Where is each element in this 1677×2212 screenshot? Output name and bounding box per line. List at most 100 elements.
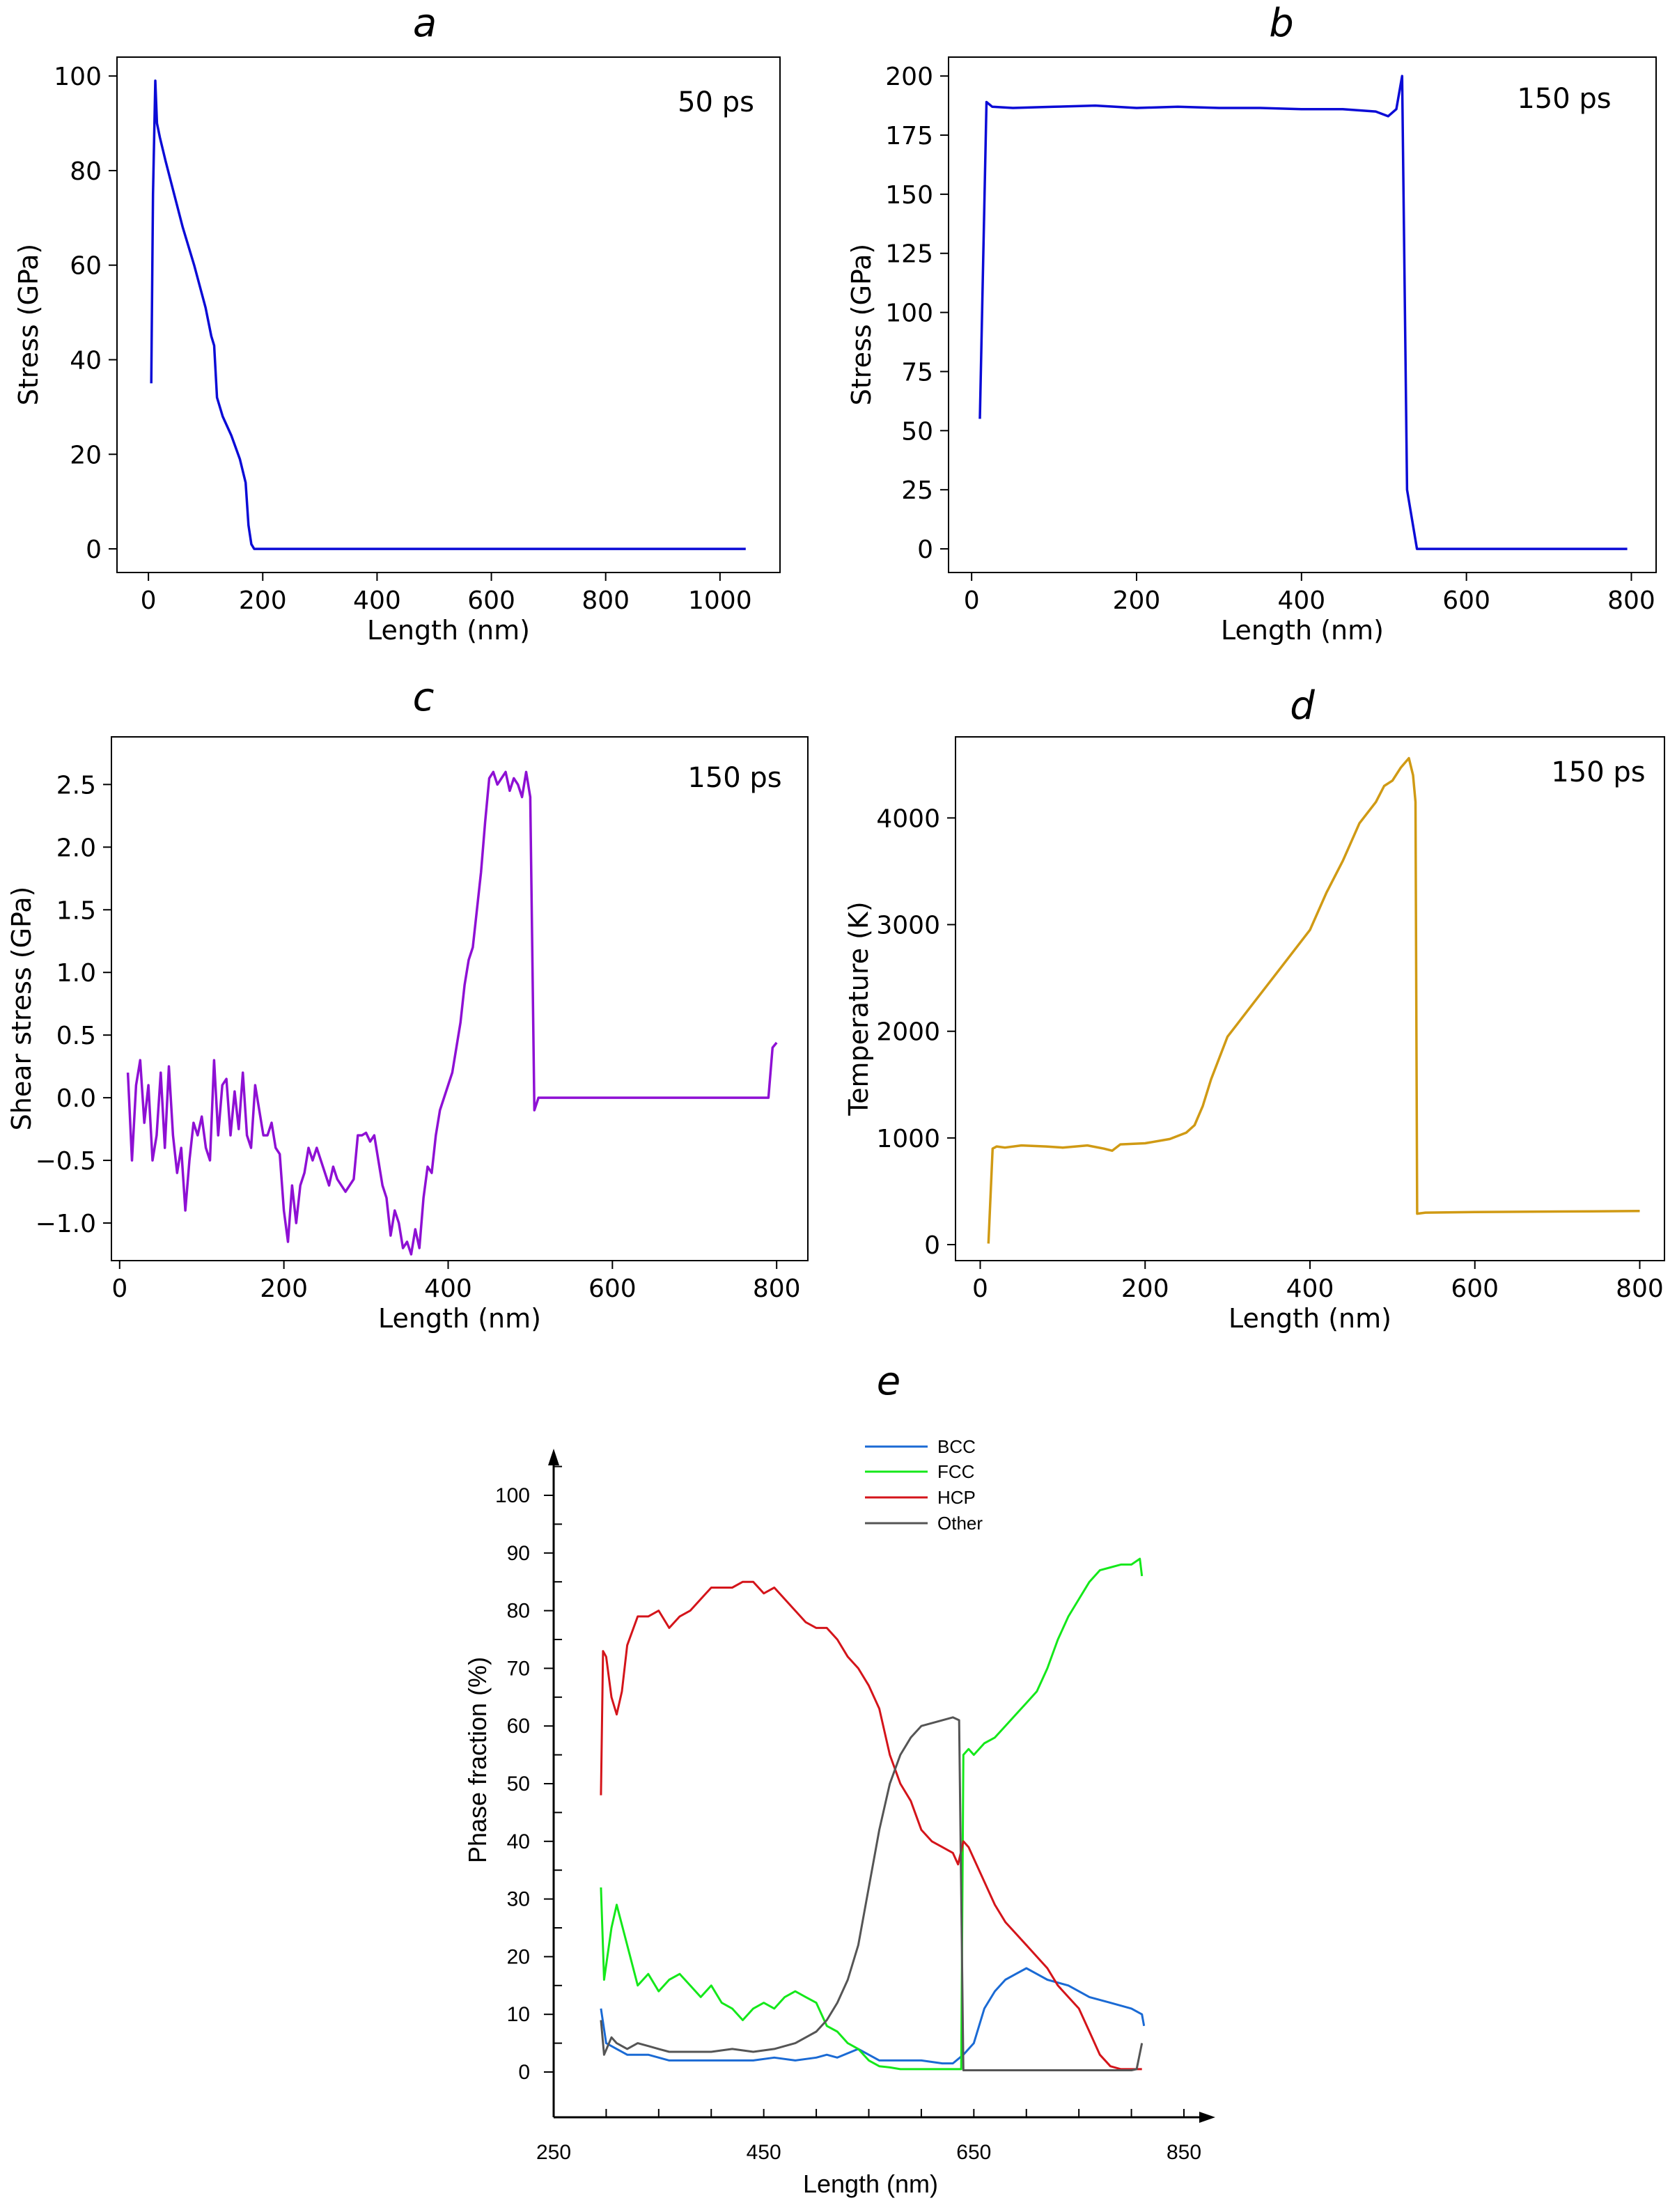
x-tick-label: 600 [1442,586,1490,615]
y-tick-label: 0 [518,2061,530,2084]
panel-a-stress-50ps: a 0 200 400 600 800 1000 0 20 40 60 80 100 Length (nm… [13,1,781,646]
y-axis-label: Shear stress (GPa) [6,887,37,1131]
x-tick-label: 400 [353,586,401,615]
x-tick-label: 200 [1113,586,1161,615]
y-tick-label: 75 [901,358,933,387]
x-tick-label: 600 [1451,1275,1499,1303]
y-tick-label: 200 [885,63,933,91]
x-tick-label: 400 [424,1275,472,1303]
x-tick-label: 850 [1167,2141,1201,2164]
y-tick-label: 50 [507,1773,530,1796]
x-tick-label: 800 [753,1275,801,1303]
y-tick-label: 125 [885,240,933,269]
y-axis-arrow-icon [548,1449,559,1465]
y-tick-label: 10 [507,2003,530,2026]
panel-b-stress-150ps: b 0 200 400 600 800 0 25 50 75 100 125 150 175 200 Leng… [846,1,1657,646]
time-annotation: 150 ps [1551,756,1645,788]
panel-title: c [413,675,435,720]
x-tick-label: 600 [467,586,515,615]
series-line-bcc [600,1967,1146,2065]
panel-c-shear-stress-150ps: c 0 200 400 600 800 −1.0 −0.5 0.0 0.5 1.0 1.5 2.0 2.5… [6,675,809,1334]
y-tick-label: 50 [901,417,933,446]
x-tick-label: 200 [260,1275,308,1303]
panel-title: b [1269,1,1294,46]
y-tick-label: 100 [54,63,102,91]
time-annotation: 150 ps [1517,83,1611,115]
y-tick-label: 1.0 [56,959,96,988]
y-tick-label: 150 [885,181,933,210]
legend-label-hcp: HCP [937,1487,976,1508]
time-annotation: 150 ps [687,762,781,794]
y-tick-label: −1.0 [36,1210,96,1238]
series-line-temperature [987,756,1640,1244]
y-tick-label: 25 [901,476,933,505]
y-tick-label: 80 [507,1600,530,1623]
plot-frame [111,736,809,1261]
y-tick-label: 30 [507,1888,530,1911]
legend-label-bcc: BCC [937,1436,976,1457]
y-tick-label: 1000 [876,1125,940,1153]
panel-title: a [413,1,437,46]
y-tick-label: 100 [885,299,933,328]
y-tick-label: −0.5 [36,1147,96,1176]
x-tick-label: 800 [1616,1275,1664,1303]
y-tick-label: 20 [70,441,102,469]
x-tick-label: 0 [111,1275,127,1303]
x-tick-label: 400 [1277,586,1325,615]
x-tick-label: 650 [956,2141,991,2164]
y-axis-label: Stress (GPa) [13,244,44,405]
x-tick-label: 200 [1121,1275,1169,1303]
x-axis-label: Length (nm) [803,2170,938,2198]
x-tick-label: 400 [1286,1275,1334,1303]
y-tick-label: 60 [70,252,102,281]
y-tick-label: 80 [70,157,102,186]
y-tick-label: 0.0 [56,1084,96,1113]
x-axis-arrow-icon [1199,2112,1215,2123]
x-tick-label: 200 [239,586,287,615]
y-tick-label: 175 [885,122,933,150]
y-tick-label: 3000 [876,912,940,940]
time-annotation: 50 ps [678,86,754,118]
series-line-shear [126,770,778,1256]
y-tick-label: 4000 [876,804,940,833]
y-axis-label: Stress (GPa) [846,244,877,405]
y-tick-label: 1.5 [56,896,96,925]
x-tick-label: 600 [588,1275,637,1303]
legend-label-fcc: FCC [937,1461,974,1482]
y-tick-label: 2.5 [56,771,96,800]
x-axis-label: Length (nm) [378,1303,541,1334]
x-axis-label: Length (nm) [1228,1303,1391,1334]
x-tick-label: 450 [747,2141,781,2164]
y-axis-label: Temperature (K) [843,901,874,1116]
y-tick-label: 0 [86,536,102,564]
y-tick-label: 0 [924,1231,940,1260]
x-tick-label: 800 [582,586,630,615]
series-line-fcc [600,1557,1144,2071]
x-tick-label: 0 [964,586,980,615]
x-tick-label: 1000 [688,586,752,615]
y-tick-label: 0 [917,536,933,564]
panel-d-temperature-150ps: d 0 200 400 600 800 0 1000 2000 3000 4000 Length (n… [843,683,1665,1334]
panel-e-phase-fraction: e 0 10 20 30 40 50 60 70 80 90 100 250 450 650 850 Lengt… [463,1359,1215,2198]
y-tick-label: 40 [70,346,102,375]
series-line-stress [978,75,1628,550]
y-tick-label: 90 [507,1542,530,1565]
panel-title: e [877,1359,900,1404]
y-tick-label: 0.5 [56,1022,96,1050]
y-tick-label: 20 [507,1945,530,1968]
y-tick-label: 100 [495,1484,530,1507]
y-tick-label: 2000 [876,1018,940,1047]
plot-frame [948,56,1657,573]
series-line-other [600,1716,1144,2071]
x-tick-label: 0 [141,586,157,615]
panel-title: d [1290,683,1315,729]
y-tick-label: 60 [507,1715,530,1738]
series-line-hcp [600,1580,1142,2071]
y-tick-label: 40 [507,1830,530,1853]
y-axis-label: Phase fraction (%) [463,1657,492,1863]
legend-label-other: Other [937,1513,983,1534]
x-tick-label: 250 [536,2141,571,2164]
x-tick-label: 800 [1607,586,1655,615]
x-tick-label: 0 [972,1275,988,1303]
